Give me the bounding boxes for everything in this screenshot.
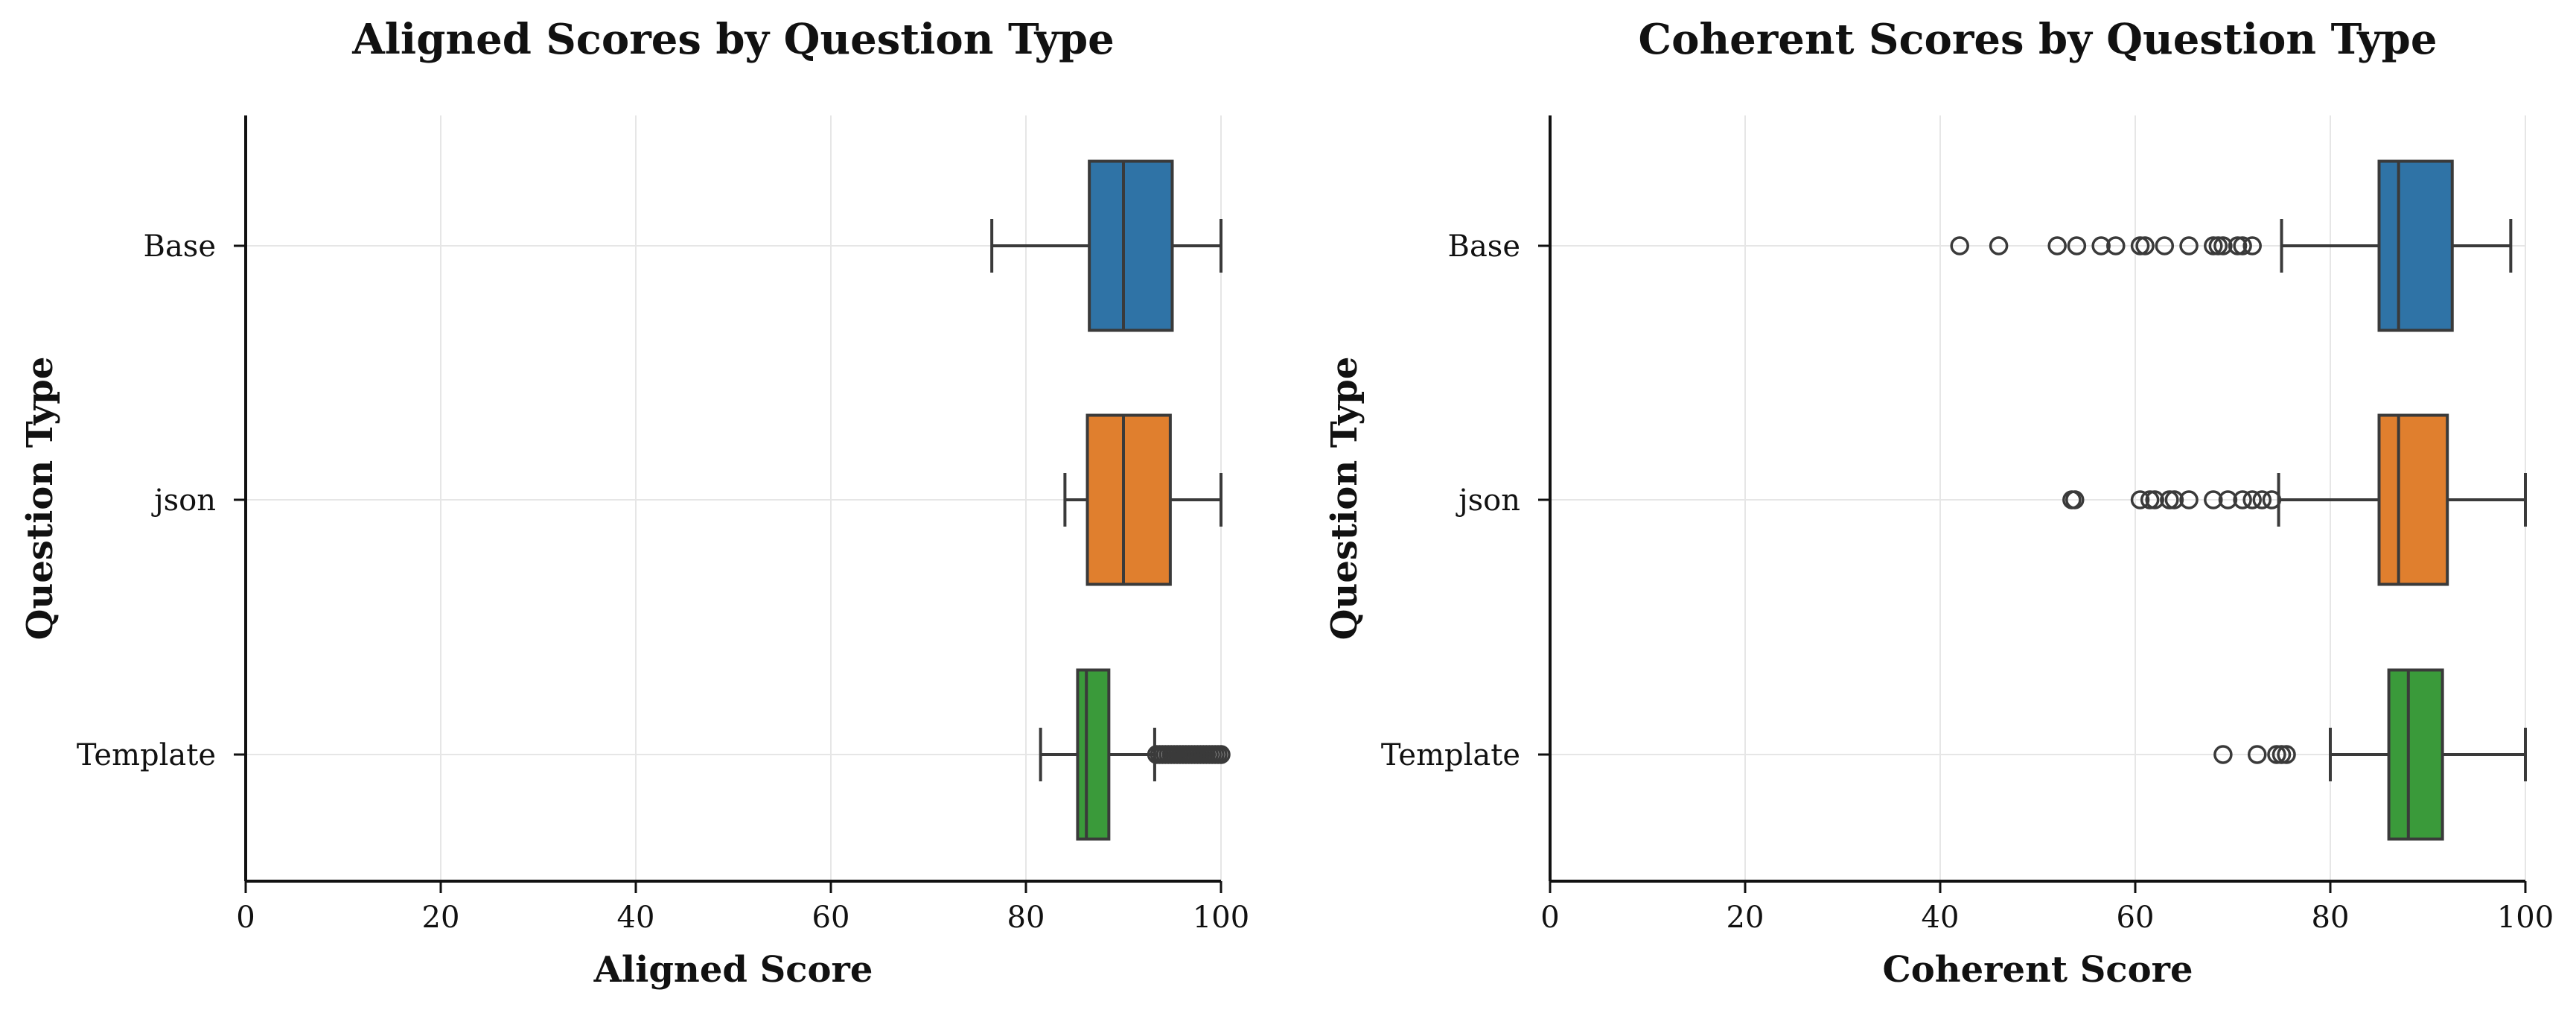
outlier-point bbox=[2204, 490, 2223, 509]
coherent-scores-chart: 0 20 40 60 80 100 Base json Template Coherent Sco… bbox=[1324, 15, 2554, 991]
box-iqr bbox=[1085, 413, 1172, 586]
box-base bbox=[990, 159, 1222, 332]
box-iqr bbox=[2377, 159, 2454, 332]
box-json bbox=[1063, 413, 1222, 586]
box-json bbox=[2062, 413, 2527, 586]
y-tick-label: json bbox=[1456, 483, 1520, 518]
outlier-point bbox=[1211, 745, 1231, 764]
outlier-point bbox=[2213, 745, 2233, 764]
outlier-point bbox=[2233, 490, 2252, 509]
outlier-point bbox=[2130, 490, 2150, 509]
outlier-point bbox=[2213, 236, 2233, 255]
x-tick-label: 100 bbox=[2497, 901, 2554, 935]
outlier-point bbox=[2267, 745, 2286, 764]
y-axis-label: Question Type bbox=[19, 357, 61, 641]
x-tick-label: 60 bbox=[812, 901, 850, 935]
outlier-point bbox=[2242, 490, 2262, 509]
outlier-point bbox=[2091, 236, 2111, 255]
y-axis-label: Question Type bbox=[1324, 357, 1365, 641]
outlier-point bbox=[2067, 236, 2087, 255]
box-iqr bbox=[2377, 413, 2449, 586]
outlier-point bbox=[2208, 236, 2228, 255]
outlier-point bbox=[2204, 236, 2223, 255]
outlier-point bbox=[2164, 490, 2184, 509]
x-tick-label: 0 bbox=[1540, 901, 1559, 935]
y-tick-label: json bbox=[151, 483, 216, 518]
box-iqr bbox=[1088, 159, 1174, 332]
box-template bbox=[2213, 668, 2527, 841]
box-base bbox=[1950, 159, 2513, 332]
outlier-point bbox=[2218, 490, 2238, 509]
outlier-point bbox=[2135, 236, 2155, 255]
outlier-point bbox=[2130, 236, 2150, 255]
y-tick-label: Template bbox=[77, 738, 216, 772]
x-tick-label: 80 bbox=[2312, 901, 2350, 935]
outlier-point bbox=[2228, 236, 2248, 255]
outlier-point bbox=[2262, 490, 2282, 509]
outlier-point bbox=[2179, 490, 2199, 509]
x-tick-label: 40 bbox=[1922, 901, 1960, 935]
outlier-point bbox=[2277, 745, 2296, 764]
x-tick-label: 0 bbox=[236, 901, 255, 935]
chart-title: Aligned Scores by Question Type bbox=[351, 15, 1115, 64]
x-tick-label: 20 bbox=[1727, 901, 1764, 935]
outlier-point bbox=[2047, 236, 2067, 255]
outlier-point bbox=[2179, 236, 2199, 255]
y-tick-label: Base bbox=[1448, 229, 1520, 264]
outlier-point bbox=[2160, 490, 2179, 509]
y-tick-label: Template bbox=[1381, 738, 1520, 772]
outlier-point bbox=[2106, 236, 2126, 255]
x-tick-label: 100 bbox=[1193, 901, 1249, 935]
x-axis-label: Aligned Score bbox=[593, 949, 873, 991]
y-tick-label: Base bbox=[144, 229, 216, 264]
x-tick-label: 80 bbox=[1007, 901, 1045, 935]
outlier-point bbox=[1989, 236, 2009, 255]
outlier-point bbox=[2252, 490, 2272, 509]
x-tick-label: 40 bbox=[617, 901, 655, 935]
outlier-point bbox=[2145, 490, 2164, 509]
box-template bbox=[1039, 668, 1231, 841]
box-iqr bbox=[1076, 668, 1111, 841]
outlier-point bbox=[2065, 490, 2085, 509]
x-tick-label: 20 bbox=[422, 901, 460, 935]
outlier-point bbox=[2140, 490, 2160, 509]
outlier-point bbox=[2248, 745, 2267, 764]
outlier-point bbox=[2233, 236, 2252, 255]
outlier-point bbox=[1950, 236, 1969, 255]
x-tick-label: 60 bbox=[2117, 901, 2155, 935]
outlier-point bbox=[2242, 236, 2262, 255]
outlier-point bbox=[2271, 745, 2292, 764]
aligned-scores-chart: 0 20 40 60 80 100 Base json Template Aligned Scor… bbox=[19, 15, 1249, 991]
box-iqr bbox=[2387, 668, 2444, 841]
outlier-point bbox=[2155, 236, 2175, 255]
chart-title: Coherent Scores by Question Type bbox=[1639, 15, 2438, 64]
x-axis-label: Coherent Score bbox=[1883, 949, 2193, 991]
